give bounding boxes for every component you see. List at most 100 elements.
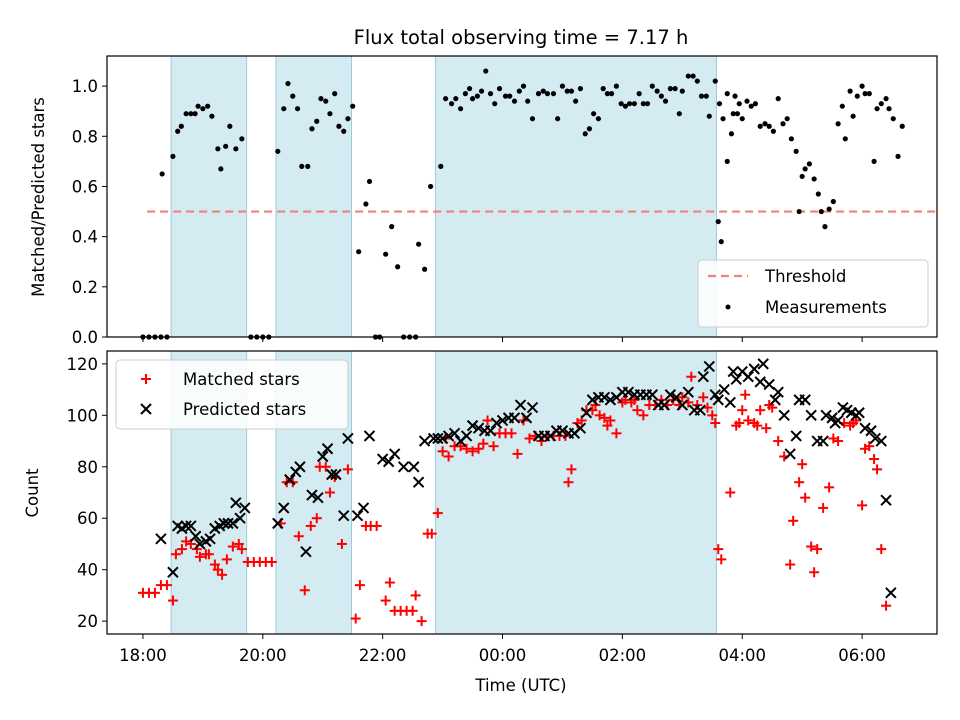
measurement-point [744,98,750,104]
predicted-point [664,389,677,401]
predicted-point [727,365,739,378]
measurement-point [728,131,735,137]
measurement-point [290,93,296,99]
matched-point [203,549,214,560]
predicted-point [278,502,290,514]
measurement-point [703,93,709,99]
legend-threshold-label: Threshold [764,267,846,286]
measurement-point [442,96,449,102]
top-y-axis-label: Matched/Predicted stars [29,97,48,297]
matched-point [426,528,437,539]
measurement-point [544,91,551,97]
top-axes-frame [106,55,938,338]
measurement-point [416,241,422,247]
predicted-point [490,417,503,429]
predicted-point [622,386,635,398]
measurement-point [487,91,494,97]
predicted-stars-series [155,358,897,599]
predicted-point [875,435,887,447]
predicted-point [342,432,354,445]
predicted-point [222,517,234,530]
predicted-point [817,435,829,447]
measurement-point [550,91,557,97]
matched-point [737,405,748,416]
predicted-point [697,371,709,383]
y-tick-label: 0.8 [72,127,98,146]
predicted-point [694,404,706,416]
y-tick-label: 120 [67,355,99,374]
predicted-point [338,509,350,522]
matched-point [407,605,418,616]
measurement-point [350,103,356,109]
predicted-point [306,489,318,501]
matched-point [785,559,796,570]
measurement-point [192,111,198,117]
matched-point [482,415,493,426]
predicted-point [520,412,533,424]
bottom-legend-box [115,359,349,430]
predicted-point [790,430,802,442]
y-tick-label: 100 [67,406,99,425]
measurement-point [170,153,176,159]
measurement-point [613,83,619,89]
matched-point [324,487,335,498]
matched-point [773,436,784,447]
matched-point [755,405,766,416]
measurement-point [736,101,742,107]
matched-point [806,541,817,552]
measurement-point [720,116,726,122]
measurement-point [555,116,561,122]
predicted-point [496,414,509,427]
measurement-point [318,96,324,102]
measurement-point [496,86,503,92]
matched-point [677,392,688,403]
measurement-point [685,73,691,79]
measurement-point [568,88,575,94]
measurement-point [600,86,606,92]
measurement-point [595,116,602,122]
measurement-point [363,201,369,207]
predicted-point [869,432,881,445]
matched-point [176,544,187,555]
measurement-point [281,106,287,112]
predicted-point [448,427,461,440]
matched-point [833,436,844,447]
measurement-point [862,91,868,97]
measurement-point [233,146,239,152]
matched-point [761,423,772,434]
measurement-point [516,88,522,94]
measurement-point [448,101,455,107]
measurement-point [739,116,745,122]
predicted-point [376,453,389,465]
shaded-interval [434,350,717,635]
measurement-point [631,101,637,107]
x-tick-label: 02:00 [599,646,647,665]
predicted-point [436,432,449,445]
predicted-point [757,358,769,370]
measurement-point [389,224,395,230]
measurement-point [895,153,901,159]
measurement-point [478,88,485,94]
measurement-point [457,106,464,112]
matched-point [194,551,205,562]
measurement-point [847,88,853,94]
y-tick-label: 0.6 [72,177,98,196]
measurement-point [529,116,536,122]
measurement-point [866,91,872,97]
measurement-point [715,218,721,225]
measurement-point [345,116,351,122]
matched-point [602,420,613,431]
matched-point [299,585,310,596]
measurement-point [658,93,664,99]
matched-point [461,443,472,454]
measurement-point [899,123,905,129]
predicted-point [580,407,593,419]
measurement-point [453,96,459,102]
y-tick-label: 60 [77,509,98,528]
measurement-point [667,86,673,92]
matched-point [869,454,880,465]
measurement-point [871,158,877,164]
predicted-point [805,409,817,422]
matched-point [432,508,443,519]
measurement-point [724,91,730,97]
